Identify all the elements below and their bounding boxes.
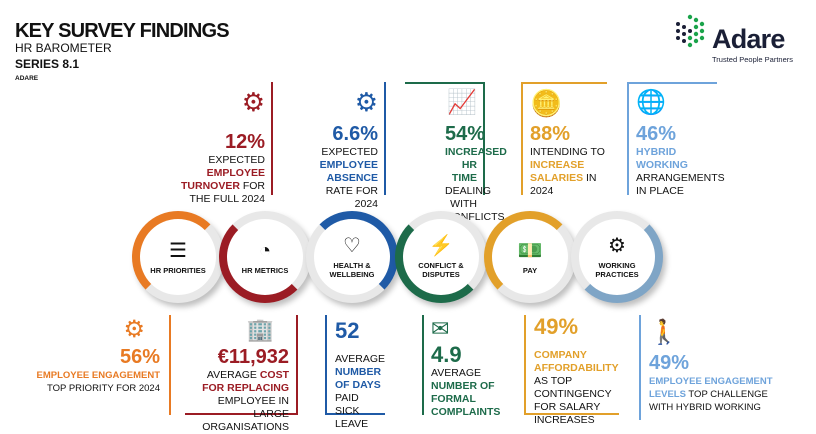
stat-increase-salaries: 🪙 88% INTENDING TO INCREASE SALARIES IN … bbox=[521, 82, 607, 197]
stat-sick-leave: 52 AVERAGE NUMBER OF DAYS PAID SICK LEAV… bbox=[325, 315, 385, 430]
source-label: ADARE bbox=[15, 75, 39, 82]
stat-hybrid-working: 🌐 46% HYBRID WORKING ARRANGEMENTS IN PLA… bbox=[627, 82, 725, 197]
category-pay[interactable]: 💵 PAY bbox=[484, 211, 576, 303]
adare-logo-dots-icon bbox=[670, 14, 710, 50]
person-pushing-icon: 🚶 bbox=[649, 319, 679, 346]
stat-employee-engagement: ⚙ 56% EMPLOYEE ENGAGEMENT TOP PRIORITY F… bbox=[30, 315, 171, 415]
money-icon: 💵 bbox=[517, 239, 543, 262]
office-building-icon: 🏢 bbox=[246, 317, 274, 342]
priority-list-icon: ☰ bbox=[169, 239, 187, 262]
page-subtitle: HR BAROMETER bbox=[15, 41, 112, 55]
gear-hands-icon: ⚙ bbox=[608, 235, 626, 257]
logo-tagline: Trusted People Partners bbox=[712, 55, 794, 64]
stat-employee-absence: ⚙ 6.6% EXPECTED EMPLOYEE ABSENCE RATE FO… bbox=[300, 82, 386, 210]
remote-worker-globe-icon: 🌐 bbox=[636, 89, 666, 116]
logo-name: Adare bbox=[712, 24, 785, 54]
stat-replacement-cost: 🏢 €11,932 AVERAGE COST FOR REPLACING EMP… bbox=[185, 315, 298, 433]
document-envelope-icon: ✉ bbox=[431, 316, 450, 341]
category-conflict-disputes[interactable]: ⚡ CONFLICT & DISPUTES bbox=[395, 211, 487, 303]
category-hr-priorities[interactable]: ☰ HR PRIORITIES bbox=[132, 211, 224, 303]
category-health-wellbeing[interactable]: ♡ HEALTH & WELLBEING bbox=[306, 211, 398, 303]
growth-chart-icon: 📈 bbox=[447, 89, 477, 116]
stat-hybrid-challenge: 🚶 49% EMPLOYEE ENGAGEMENT LEVELS TOP CHA… bbox=[639, 315, 789, 420]
stat-formal-complaints: ✉ 4.9 AVERAGE NUMBER OF FORMAL COMPLAINT… bbox=[422, 315, 502, 418]
series-label: SERIES 8.1 bbox=[15, 57, 80, 71]
heart-hands-icon: ♡ bbox=[343, 235, 361, 257]
coin-stack-icon: 🪙 bbox=[530, 88, 563, 118]
people-gears-icon: ⚙ bbox=[241, 87, 265, 117]
stat-hr-time-conflicts: 📈 54% INCREASED HR TIME DEALING WITH CON… bbox=[405, 82, 507, 223]
stat-company-affordability: 49% COMPANY AFFORDABILITY AS TOP CONTING… bbox=[524, 315, 619, 426]
stat-employee-turnover: ⚙ 12% EXPECTED EMPLOYEE TURNOVER FOR THE… bbox=[160, 82, 273, 205]
page-title: KEY SURVEY FINDINGS bbox=[15, 20, 230, 42]
team-absence-icon: ⚙ bbox=[354, 87, 378, 117]
team-heart-gear-icon: ⚙ bbox=[123, 316, 145, 343]
category-hr-metrics[interactable]: ◔ HR METRICS bbox=[219, 211, 311, 303]
category-working-practices[interactable]: ⚙ WORKING PRACTICES bbox=[571, 211, 663, 303]
conflict-heads-icon: ⚡ bbox=[428, 235, 454, 257]
metrics-icon: ◔ bbox=[258, 239, 272, 262]
